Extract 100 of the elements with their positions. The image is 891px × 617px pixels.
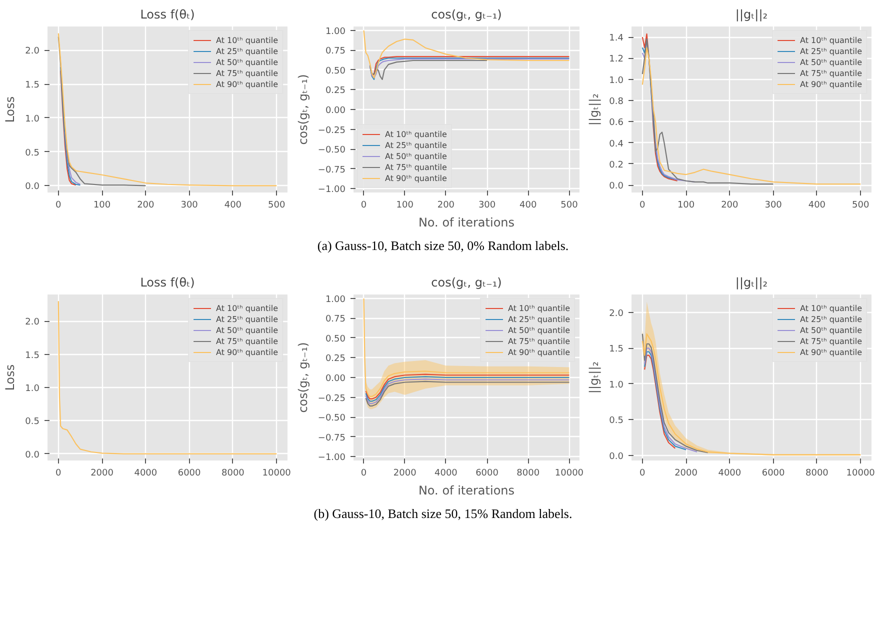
line-series bbox=[58, 300, 278, 454]
y-tick-label: 0.2 bbox=[609, 160, 624, 170]
legend-label: At 10ᵗʰ quantile bbox=[385, 129, 447, 139]
y-tick-label: 0.0 bbox=[609, 182, 624, 192]
y-tick-label: 0.5 bbox=[609, 416, 624, 426]
x-axis-title: No. of iterations bbox=[418, 216, 515, 230]
x-tick-label: 0 bbox=[640, 468, 646, 478]
legend-label: At 25ᵗʰ quantile bbox=[216, 314, 278, 324]
y-tick-label: 0.0 bbox=[25, 450, 40, 460]
line-series bbox=[642, 333, 862, 456]
y-tick-label: −1.00 bbox=[318, 185, 346, 196]
y-tick-label: −0.75 bbox=[318, 165, 346, 176]
x-tick-label: 300 bbox=[764, 200, 782, 210]
legend-label: At 75ᵗʰ quantile bbox=[216, 336, 278, 346]
x-tick-label: 10000 bbox=[262, 468, 292, 478]
line-series bbox=[642, 47, 862, 185]
legend-label: At 25ᵗʰ quantile bbox=[800, 46, 862, 56]
y-tick-label: 1.00 bbox=[325, 26, 346, 37]
x-tick-label: 100 bbox=[396, 200, 414, 210]
legend-label: At 10ᵗʰ quantile bbox=[508, 303, 570, 313]
x-tick-label: 8000 bbox=[806, 468, 829, 478]
x-tick-label: 200 bbox=[137, 200, 155, 210]
y-axis-title: Loss bbox=[3, 96, 18, 123]
x-tick-label: 6000 bbox=[762, 468, 786, 478]
y-tick-label: 0.75 bbox=[325, 46, 346, 57]
line-series bbox=[363, 30, 570, 78]
line-series bbox=[642, 333, 708, 454]
y-tick-label: 0.0 bbox=[609, 452, 624, 462]
chart-title: cos(gₜ, gₜ₋₁) bbox=[431, 276, 502, 290]
y-tick-label: 1.5 bbox=[25, 350, 40, 361]
y-tick-label: 0.4 bbox=[609, 139, 624, 150]
y-tick-label: 2.0 bbox=[25, 46, 40, 57]
line-series bbox=[60, 70, 76, 186]
x-tick-label: 500 bbox=[852, 200, 870, 210]
y-axis-title: Loss bbox=[3, 364, 18, 391]
x-tick-label: 6000 bbox=[178, 468, 202, 478]
legend-label: At 75ᵗʰ quantile bbox=[385, 162, 447, 172]
legend-label: At 90ᵗʰ quantile bbox=[800, 79, 862, 89]
x-tick-label: 0 bbox=[360, 200, 367, 210]
legend-label: At 10ᵗʰ quantile bbox=[800, 35, 862, 45]
x-tick-label: 400 bbox=[808, 200, 826, 210]
legend-label: At 50ᵗʰ quantile bbox=[385, 151, 447, 161]
y-tick-label: 0.5 bbox=[25, 148, 40, 158]
legend-label: At 75ᵗʰ quantile bbox=[508, 336, 570, 346]
y-tick-label: 1.5 bbox=[609, 344, 624, 355]
x-tick-label: 8000 bbox=[222, 468, 245, 478]
x-tick-label: 10000 bbox=[554, 468, 584, 478]
x-tick-label: 4000 bbox=[718, 468, 742, 478]
y-tick-label: −0.50 bbox=[318, 146, 346, 156]
legend-label: At 25ᵗʰ quantile bbox=[216, 46, 278, 56]
y-tick-label: 0.25 bbox=[325, 86, 346, 96]
legend-label: At 90ᵗʰ quantile bbox=[385, 173, 447, 183]
x-tick-label: 4000 bbox=[134, 468, 158, 478]
legend-label: At 10ᵗʰ quantile bbox=[216, 303, 278, 313]
legend-label: At 50ᵗʰ quantile bbox=[800, 325, 862, 335]
x-tick-label: 8000 bbox=[516, 468, 540, 478]
y-tick-label: 2.0 bbox=[25, 318, 40, 328]
x-tick-label: 200 bbox=[437, 200, 455, 210]
x-axis-title: No. of iterations bbox=[418, 484, 515, 498]
line-series bbox=[60, 66, 81, 186]
y-axis-title: ||gₜ||₂ bbox=[587, 93, 602, 126]
y-tick-label: 1.0 bbox=[609, 380, 624, 390]
x-tick-label: 4000 bbox=[434, 468, 458, 478]
y-tick-label: 0.25 bbox=[325, 354, 346, 364]
legend-label: At 50ᵗʰ quantile bbox=[508, 325, 570, 335]
chart-title: cos(gₜ, gₜ₋₁) bbox=[431, 8, 502, 22]
y-tick-label: 1.0 bbox=[609, 76, 624, 86]
x-tick-label: 2000 bbox=[393, 468, 417, 478]
x-tick-label: 300 bbox=[180, 200, 198, 210]
x-tick-label: 6000 bbox=[476, 468, 499, 478]
x-tick-label: 100 bbox=[677, 200, 695, 210]
legend-label: At 50ᵗʰ quantile bbox=[800, 57, 862, 67]
x-tick-label: 500 bbox=[268, 200, 286, 210]
y-tick-label: 0.8 bbox=[609, 97, 624, 108]
line-series bbox=[642, 38, 774, 185]
y-tick-label: 0.00 bbox=[325, 106, 346, 116]
legend-label: At 90ᵗʰ quantile bbox=[508, 347, 570, 357]
legend-label: At 50ᵗʰ quantile bbox=[216, 57, 278, 67]
x-tick-label: 2000 bbox=[674, 468, 698, 478]
text: (b) Gauss-10, Batch size 50, 15% Random labels. bbox=[314, 505, 572, 523]
y-tick-label: −0.25 bbox=[318, 126, 346, 136]
y-tick-label: 0.75 bbox=[325, 314, 346, 325]
y-tick-label: 1.0 bbox=[25, 384, 40, 394]
y-tick-label: 1.0 bbox=[25, 114, 40, 124]
y-tick-label: 1.4 bbox=[609, 34, 624, 44]
y-tick-label: 0.5 bbox=[25, 417, 40, 428]
y-tick-label: 0.0 bbox=[25, 182, 40, 192]
y-tick-label: 0.6 bbox=[609, 118, 624, 128]
x-tick-label: 400 bbox=[520, 200, 537, 210]
y-tick-label: 0.00 bbox=[325, 374, 346, 384]
y-tick-label: 2.0 bbox=[609, 308, 624, 319]
line-series bbox=[64, 130, 81, 185]
line-series bbox=[644, 354, 676, 449]
x-tick-label: 10000 bbox=[846, 468, 876, 478]
legend-label: At 10ᵗʰ quantile bbox=[800, 303, 862, 313]
x-tick-label: 0 bbox=[360, 468, 367, 478]
y-tick-label: −1.00 bbox=[318, 453, 346, 464]
legend-label: At 90ᵗʰ quantile bbox=[216, 79, 278, 89]
line-series bbox=[644, 351, 687, 450]
x-tick-label: 0 bbox=[640, 200, 646, 210]
